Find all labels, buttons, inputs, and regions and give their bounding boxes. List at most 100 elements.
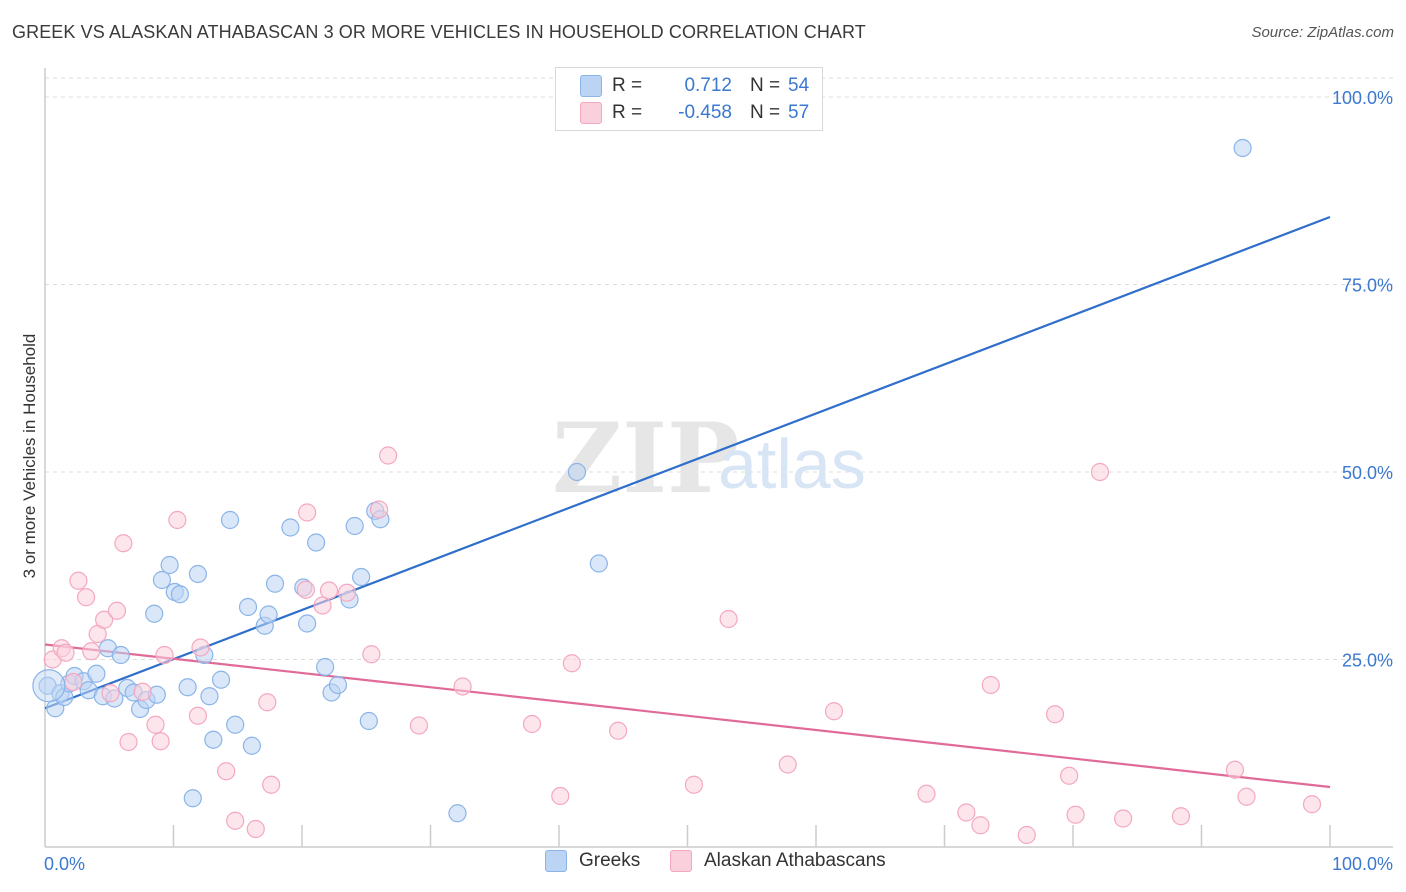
- athabascan-point: [77, 588, 96, 607]
- athabascan-point: [409, 716, 429, 735]
- athabascan-point: [778, 755, 797, 774]
- athabascan-point: [298, 503, 317, 522]
- athabascan-point: [981, 675, 1000, 695]
- legend-n-value: 54: [788, 75, 810, 96]
- legend-row-athabascans: R = -0.458 N = 57: [580, 100, 809, 126]
- athabascan-point: [313, 596, 332, 615]
- athabascan-point: [453, 677, 472, 696]
- athabascan-trend-line: [44, 643, 1331, 789]
- legend-n-label: N =: [750, 75, 781, 96]
- legend-swatch-greeks: [545, 850, 567, 872]
- greeks-point: [328, 675, 348, 695]
- tick-labels: 0.0% 100.0% 100.0% 75.0% 50.0% 25.0%: [44, 88, 1393, 874]
- chart-title: GREEK VS ALASKAN ATHABASCAN 3 OR MORE VE…: [12, 22, 866, 42]
- athabascan-point: [1060, 766, 1079, 785]
- athabascan-point: [114, 534, 133, 553]
- athabascan-point: [146, 715, 165, 734]
- greeks-point: [170, 585, 190, 604]
- greeks-point: [111, 645, 130, 665]
- athabascan-point: [101, 684, 120, 703]
- chart-source: Source: ZipAtlas.com: [1251, 24, 1394, 41]
- athabascan-point: [1114, 809, 1133, 828]
- legend-item-athabascans: Alaskan Athabascans: [670, 850, 886, 872]
- athabascan-point: [151, 732, 170, 751]
- greeks-point: [160, 555, 179, 575]
- athabascan-point: [378, 446, 398, 465]
- athabascan-point: [64, 672, 83, 692]
- greeks-point: [281, 518, 300, 537]
- athabascan-point: [522, 714, 542, 734]
- legend-r-value: 0.712: [684, 75, 732, 96]
- athabascan-point: [684, 775, 704, 794]
- greeks-point: [220, 510, 240, 530]
- greeks-point: [259, 605, 278, 624]
- athabascan-point: [107, 601, 127, 620]
- athabascan-point: [1171, 807, 1191, 826]
- greeks-point: [32, 669, 66, 703]
- greeks-point: [200, 687, 219, 706]
- y-tick-label: 100.0%: [1332, 88, 1393, 108]
- athabascan-point: [246, 819, 265, 839]
- greeks-point: [307, 533, 326, 552]
- athabascan-point: [168, 510, 187, 530]
- legend-label-greeks: Greeks: [579, 850, 641, 871]
- athabascan-point: [1225, 760, 1245, 779]
- athabascan-point: [133, 682, 152, 701]
- greeks-point: [188, 564, 208, 584]
- legend-item-greeks: Greeks: [545, 850, 640, 872]
- greeks-point: [145, 604, 164, 623]
- y-tick-label: 25.0%: [1342, 651, 1393, 671]
- greeks-point: [448, 804, 467, 823]
- athabascan-point: [217, 762, 236, 781]
- greeks-point: [298, 614, 317, 633]
- y-tick-label: 75.0%: [1342, 276, 1393, 296]
- greeks-point: [345, 516, 364, 536]
- x-tick-label: 0.0%: [44, 854, 85, 874]
- athabascan-point: [551, 786, 570, 806]
- athabascan-point: [56, 643, 75, 662]
- y-tick-label: 50.0%: [1342, 463, 1393, 483]
- athabascan-point: [95, 610, 114, 629]
- athabascan-point: [957, 803, 976, 822]
- greeks-point: [352, 567, 371, 587]
- greeks-point: [211, 670, 231, 689]
- legend-r-value: -0.458: [678, 102, 732, 123]
- greeks-point: [87, 664, 106, 683]
- axes: [44, 68, 1393, 848]
- athabascan-point: [362, 645, 381, 664]
- greeks-point: [152, 570, 172, 590]
- greeks-point: [316, 657, 335, 677]
- athabascan-point: [917, 784, 936, 803]
- athabascan-point: [1302, 795, 1322, 814]
- athabascan-point: [226, 811, 245, 830]
- athabascan-point: [188, 706, 208, 725]
- athabascan-point: [562, 654, 581, 673]
- watermark: ZIP atlas: [552, 402, 866, 515]
- legend-row-greeks: R = 0.712 N = 54: [580, 73, 809, 99]
- legend-r-label: R =: [612, 75, 643, 96]
- legend-swatch-athabascans: [580, 102, 602, 124]
- greeks-point: [1233, 138, 1252, 158]
- greeks-point: [183, 789, 202, 808]
- greeks-point: [265, 574, 285, 593]
- greeks-point: [589, 554, 608, 573]
- greeks-point: [238, 597, 258, 617]
- athabascan-point: [1017, 825, 1036, 845]
- greeks-point: [204, 730, 223, 749]
- greeks-point: [567, 462, 587, 482]
- legend-n-value: 57: [788, 102, 810, 123]
- athabascan-point: [1237, 787, 1256, 806]
- y-axis-label: 3 or more Vehicles in Household: [20, 333, 39, 579]
- athabascan-point: [258, 693, 277, 712]
- athabascan-point: [319, 581, 339, 600]
- athabascan-point: [370, 500, 389, 519]
- athabascan-point: [1045, 705, 1065, 724]
- athabascan-point: [824, 702, 844, 721]
- athabascan-point: [1090, 462, 1110, 482]
- greeks-point: [242, 736, 261, 755]
- x-tick-label: 100.0%: [1332, 854, 1393, 874]
- athabascan-point: [296, 580, 315, 599]
- legend-swatch-greeks: [580, 75, 602, 97]
- legend-label-athabascans: Alaskan Athabascans: [704, 850, 886, 871]
